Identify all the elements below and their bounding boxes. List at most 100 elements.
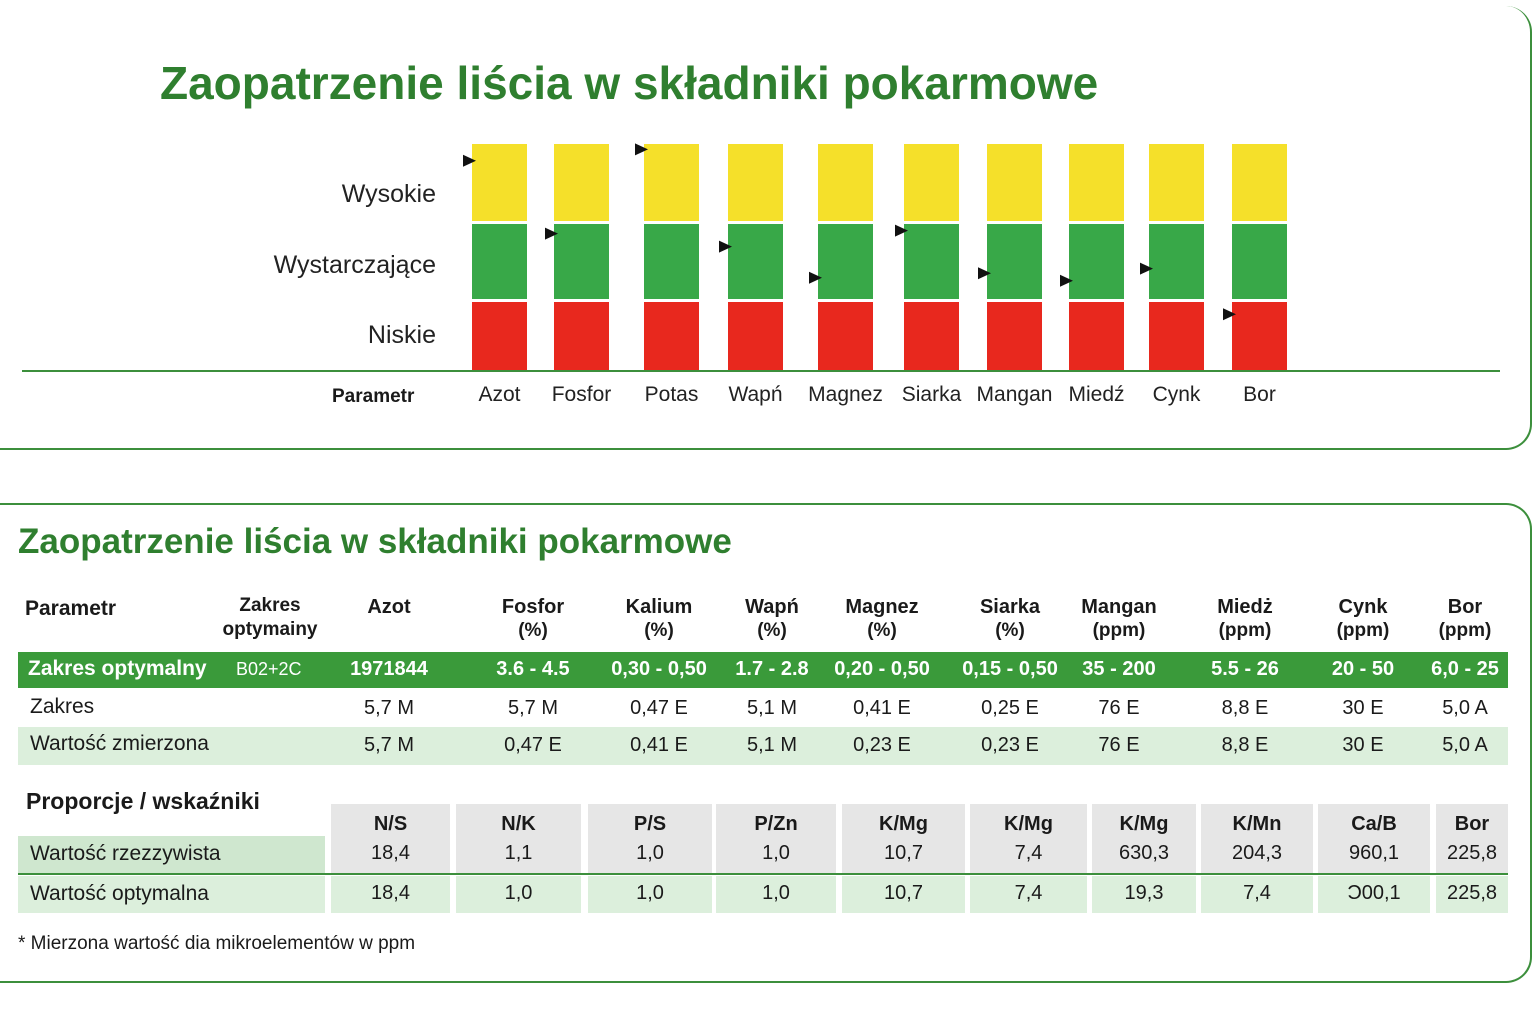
header-col-name: Mangan (1081, 596, 1157, 618)
table-cell: 0,41 E (630, 734, 688, 756)
ratio-divider (18, 873, 1508, 875)
table-cell: 20 - 50 (1331, 658, 1395, 680)
ratio-optimal-cell-bg (1092, 876, 1196, 913)
ratio-value: Ͻ00,1 (1347, 882, 1401, 904)
header-col-name: Cynk (1338, 596, 1388, 618)
bar-cynk-segment-0 (1149, 144, 1204, 221)
header-col-unit: (ppm) (1438, 620, 1492, 641)
ratio-header: Ca/B (1351, 813, 1397, 835)
x-tick-label-fosfor: Fosfor (551, 383, 612, 406)
ratio-row-optimal-bg (18, 876, 325, 913)
header-col-2: Kalium (%) (599, 595, 719, 643)
marker-mangan (978, 267, 991, 280)
table-cell: 5,7 M (363, 734, 415, 756)
table-cell: 5,0 A (1442, 697, 1488, 719)
header-param: Parametr (25, 597, 117, 620)
header-col-3: Wapń (%) (712, 595, 832, 643)
bar-mangan-segment-2 (987, 302, 1042, 372)
header-col-9: Bor (ppm) (1405, 595, 1525, 643)
table-cell: 30 E (1342, 697, 1384, 719)
table-row-measured: Wartość zmierzona 5,7 M 0,47 E 0,41 E 5,1 M 0… (18, 727, 1508, 765)
ratio-header: N/K (501, 813, 536, 835)
ratio-optimal-cell-bg (1201, 876, 1313, 913)
ratio-value: 204,3 (1231, 842, 1283, 864)
ratio-value: 1,0 (504, 882, 533, 904)
header-col-name: Magnez (845, 596, 919, 618)
marker-wapń (719, 240, 732, 253)
table-cell: 5.5 - 26 (1211, 658, 1279, 680)
x-tick-label-bor: Bor (1243, 383, 1276, 406)
table-cell: 8,8 E (1221, 734, 1269, 756)
ratio-column-bg (1436, 804, 1508, 873)
bar-azot-segment-2 (472, 302, 527, 372)
marker-magnez (809, 271, 822, 284)
header-col-unit: (%) (867, 620, 897, 641)
chart-title: Zaopatrzenie liścia w składniki pokarmow… (160, 57, 1099, 109)
table-cell: 1971844 (350, 658, 428, 680)
ratio-header: K/Mg (1119, 813, 1169, 835)
bar-wapń-segment-1 (728, 224, 783, 299)
bar-miedź-segment-2 (1069, 302, 1124, 372)
bar-potas-segment-1 (644, 224, 699, 299)
x-tick-label-potas: Potas (644, 383, 699, 406)
ratio-header: K/Mg (1004, 813, 1053, 835)
header-range-line2: optymainy (222, 619, 318, 640)
ratio-row-actual-bg (18, 836, 325, 873)
ratio-header: K/Mg (879, 813, 928, 835)
ratio-column-bg (456, 804, 581, 873)
ratio-value: 630,3 (1118, 842, 1170, 864)
ratio-header: P/S (633, 813, 667, 835)
ratio-header: P/Zn (754, 813, 798, 835)
bar-azot-segment-0 (472, 144, 527, 221)
ratio-value: 7,4 (1014, 882, 1043, 904)
header-col-name: Miedż (1217, 596, 1273, 618)
bar-mangan-segment-0 (987, 144, 1042, 221)
table-cell: 0,47 E (504, 734, 562, 756)
ratio-value: 7,4 (1243, 882, 1271, 904)
marker-miedź (1060, 274, 1073, 287)
header-col-unit: (ppm) (1218, 620, 1272, 641)
table-cell: 5,7 M (507, 697, 559, 719)
ratio-column-bg (716, 804, 836, 873)
header-col-name: Bor (1447, 596, 1483, 618)
x-tick-label-cynk: Cynk (1152, 383, 1201, 406)
table-cell: 76 E (1098, 697, 1140, 719)
header-col-name: Fosfor (501, 596, 565, 618)
table-cell: 35 - 200 (1082, 658, 1156, 680)
bar-miedź-segment-0 (1069, 144, 1124, 221)
ratio-optimal-cell-bg (588, 876, 712, 913)
bar-fosfor-segment-1 (554, 224, 609, 299)
ratio-optimal-cell-bg (970, 876, 1087, 913)
ratio-value: 18,4 (371, 842, 410, 864)
ratio-column-bg (1201, 804, 1313, 873)
x-tick-label-wapń: Wapń (728, 383, 783, 406)
table-cell: 0,25 E (981, 697, 1039, 719)
row-label: Zakres (30, 695, 95, 718)
x-axis-label: Parametr (332, 386, 415, 407)
bar-fosfor-segment-2 (554, 302, 609, 372)
ratio-column-bg (1318, 804, 1430, 873)
ratio-column-bg (1092, 804, 1196, 873)
header-col-unit: (ppm) (1092, 620, 1146, 641)
header-col-unit: (ppm) (1336, 620, 1390, 641)
ratio-value: 960,1 (1348, 842, 1400, 864)
ratio-column-bg (842, 804, 965, 873)
header-range-line1: Zakres (239, 595, 301, 616)
ratio-column-bg (970, 804, 1087, 873)
bar-fosfor-segment-0 (554, 144, 609, 221)
x-tick-label-azot: Azot (478, 383, 521, 406)
table-cell: 76 E (1098, 734, 1140, 756)
level-label-high: Wysokie (341, 180, 436, 208)
x-tick-label-magnez: Magnez (808, 383, 883, 406)
ratio-value: 10,7 (884, 882, 923, 904)
table-cell: 0,15 - 0,50 (962, 658, 1058, 680)
ratio-optimal-cell-bg (716, 876, 836, 913)
table-cell: 5,7 M (363, 697, 415, 719)
header-col-unit: (%) (518, 620, 548, 641)
bar-magnez-segment-2 (818, 302, 873, 372)
table-cell: 1.7 - 2.8 (735, 658, 809, 680)
ratio-optimal-cell-bg (1436, 876, 1508, 913)
header-col-unit: (%) (757, 620, 787, 641)
ratio-value: 225,8 (1446, 882, 1498, 904)
bar-bor-segment-2 (1232, 302, 1287, 372)
